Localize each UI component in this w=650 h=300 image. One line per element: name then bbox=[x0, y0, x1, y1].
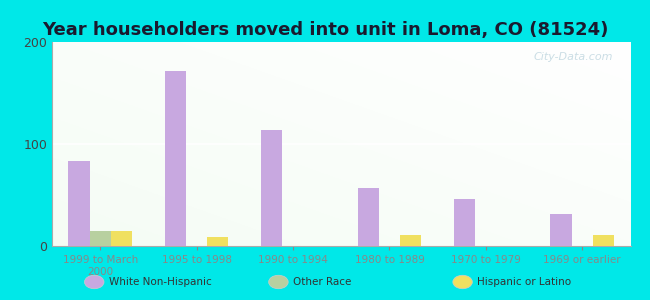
Text: City-Data.com: City-Data.com bbox=[534, 52, 613, 62]
Text: Other Race: Other Race bbox=[292, 277, 351, 287]
Bar bbox=[165, 70, 186, 246]
Bar bbox=[207, 237, 228, 246]
Bar bbox=[593, 235, 614, 246]
Bar bbox=[551, 214, 572, 246]
Bar bbox=[400, 235, 421, 246]
Bar bbox=[90, 231, 110, 246]
Bar bbox=[454, 199, 475, 246]
Text: Year householders moved into unit in Loma, CO (81524): Year householders moved into unit in Lom… bbox=[42, 21, 608, 39]
Bar bbox=[68, 161, 90, 246]
Bar bbox=[358, 188, 379, 246]
Text: Hispanic or Latino: Hispanic or Latino bbox=[477, 277, 571, 287]
Bar bbox=[261, 130, 283, 246]
Text: White Non-Hispanic: White Non-Hispanic bbox=[109, 277, 211, 287]
Bar bbox=[111, 231, 132, 246]
